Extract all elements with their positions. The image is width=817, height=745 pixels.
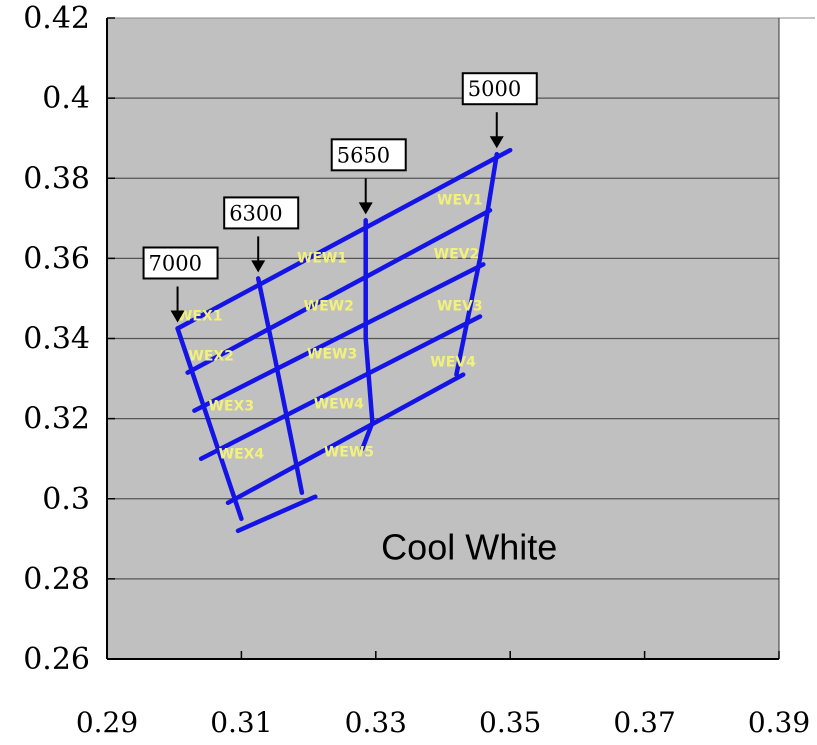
bin-label: WEV3 bbox=[437, 298, 483, 314]
bin-label: WEW2 bbox=[304, 298, 354, 314]
x-tick-label: 0.33 bbox=[345, 706, 407, 739]
bin-boundary-line bbox=[360, 218, 375, 451]
cct-label: 6300 bbox=[229, 201, 282, 225]
bin-boundary-line bbox=[454, 151, 500, 377]
cct-arrow-head bbox=[358, 202, 373, 215]
cct-box bbox=[142, 246, 219, 280]
bin-boundary-line bbox=[255, 276, 305, 495]
cct-arrow-head bbox=[489, 136, 504, 149]
y-tick-label: 0.36 bbox=[23, 241, 90, 276]
bin-label: WEV2 bbox=[434, 246, 480, 262]
cct-box bbox=[461, 72, 538, 106]
bin-labels: WEX1 WEX2 WEX3 WEX4 WEW1 WEW2 WEW3 WEW4 WEW5 WEV1… bbox=[177, 192, 483, 462]
y-tick-label: 0.38 bbox=[23, 161, 90, 196]
bin-boundary-line bbox=[225, 372, 466, 506]
cct-arrow-head bbox=[251, 260, 266, 273]
x-tick-label: 0.31 bbox=[210, 706, 272, 739]
bin-label: WEX3 bbox=[209, 399, 255, 415]
bin-label: WEW1 bbox=[297, 250, 347, 266]
bin-label: WEX1 bbox=[177, 308, 223, 324]
x-tick-label: 0.39 bbox=[748, 706, 810, 739]
bin-label: WEV4 bbox=[430, 355, 476, 371]
y-tick-label: 0.4 bbox=[42, 81, 90, 116]
x-axis-ticks: 0.29 0.31 0.33 0.35 0.37 0.39 bbox=[76, 651, 810, 739]
bin-boundary-line bbox=[175, 147, 513, 331]
cool-white-label: Cool White bbox=[381, 527, 557, 568]
bin-boundary-line bbox=[192, 262, 486, 413]
y-tick-label: 0.32 bbox=[23, 402, 90, 437]
cct-box bbox=[223, 196, 300, 230]
x-tick-label: 0.29 bbox=[76, 706, 138, 739]
bin-label: WEW4 bbox=[314, 397, 364, 413]
bin-boundary-line bbox=[175, 326, 244, 522]
cct-annotations: 7000 6300 5650 5000 bbox=[142, 72, 538, 323]
y-tick-label: 0.3 bbox=[42, 482, 90, 517]
cct-label: 5650 bbox=[337, 143, 390, 167]
bin-boundary-line bbox=[185, 208, 493, 375]
bin-label: WEX4 bbox=[219, 447, 265, 463]
cct-label: 7000 bbox=[149, 251, 202, 275]
cct-arrow-head bbox=[170, 310, 185, 323]
x-tick-label: 0.35 bbox=[479, 706, 541, 739]
y-axis-ticks: 0.42 0.4 0.38 0.36 0.34 0.32 0.3 0.28 0.26 bbox=[23, 1, 115, 677]
bin-label: WEV1 bbox=[437, 192, 483, 208]
y-tick-label: 0.28 bbox=[23, 562, 90, 597]
x-tick-label: 0.37 bbox=[613, 706, 675, 739]
bin-label: WEW3 bbox=[307, 347, 357, 363]
bin-boundary-line bbox=[235, 494, 318, 534]
y-tick-label: 0.34 bbox=[23, 322, 90, 357]
cct-label: 5000 bbox=[468, 77, 521, 101]
bin-grid bbox=[175, 147, 513, 534]
bin-boundary-line bbox=[198, 314, 483, 461]
bin-label: WEW5 bbox=[324, 445, 374, 461]
cct-box bbox=[330, 138, 407, 172]
y-tick-label: 0.42 bbox=[23, 1, 90, 36]
y-tick-label: 0.26 bbox=[23, 642, 90, 677]
bin-label: WEX2 bbox=[188, 349, 234, 365]
